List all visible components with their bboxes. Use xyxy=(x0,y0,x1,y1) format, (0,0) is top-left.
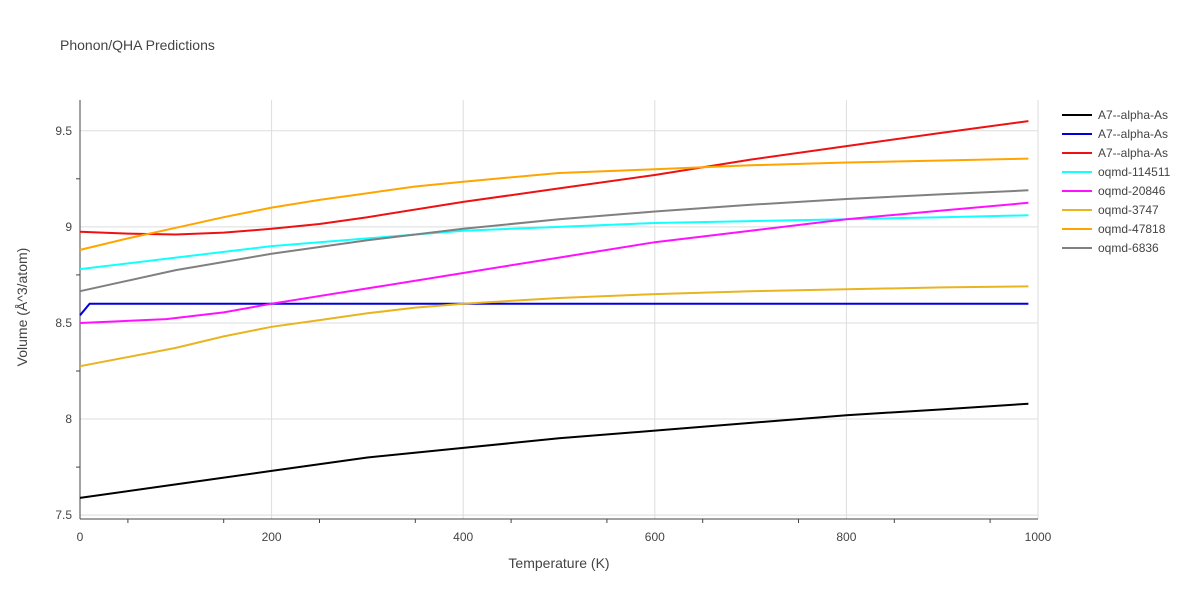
legend[interactable]: A7--alpha-As A7--alpha-As A7--alpha-As oqmd… xyxy=(1062,108,1171,255)
x-tick-label: 800 xyxy=(836,530,856,544)
y-axis-title: Volume (Å^3/atom) xyxy=(14,248,30,367)
legend-item[interactable]: oqmd-3747 xyxy=(1062,203,1159,217)
x-axis-title: Temperature (K) xyxy=(508,555,609,571)
legend-label: oqmd-20846 xyxy=(1098,184,1166,198)
legend-label: oqmd-6836 xyxy=(1098,241,1159,255)
y-tick-label: 9.5 xyxy=(55,124,72,138)
legend-item[interactable]: oqmd-114511 xyxy=(1062,165,1171,179)
series-line-5 xyxy=(79,285,1029,368)
legend-label: oqmd-3747 xyxy=(1098,203,1159,217)
series-line-6 xyxy=(79,157,1029,251)
x-tick-label: 1000 xyxy=(1025,530,1052,544)
y-tick-label: 9 xyxy=(65,220,72,234)
x-tick-label: 400 xyxy=(453,530,473,544)
legend-item[interactable]: oqmd-47818 xyxy=(1062,222,1166,236)
legend-item[interactable]: A7--alpha-As xyxy=(1062,108,1168,122)
legend-label: A7--alpha-As xyxy=(1098,127,1168,141)
series-line-7 xyxy=(79,189,1029,293)
legend-label: oqmd-114511 xyxy=(1098,165,1171,179)
legend-item[interactable]: A7--alpha-As xyxy=(1062,127,1168,141)
series-line-4 xyxy=(79,201,1029,324)
series-line-1 xyxy=(79,302,1029,316)
legend-label: A7--alpha-As xyxy=(1098,108,1168,122)
series-line-0 xyxy=(79,402,1029,499)
x-tick-label: 0 xyxy=(77,530,84,544)
chart-title: Phonon/QHA Predictions xyxy=(60,37,215,53)
series-line-2 xyxy=(79,120,1029,236)
x-tick-label: 600 xyxy=(645,530,665,544)
legend-label: A7--alpha-As xyxy=(1098,146,1168,160)
legend-label: oqmd-47818 xyxy=(1098,222,1166,236)
series-lines xyxy=(79,120,1029,499)
series-line-3 xyxy=(79,214,1029,271)
x-tick-label: 200 xyxy=(262,530,282,544)
legend-item[interactable]: oqmd-6836 xyxy=(1062,241,1159,255)
grid xyxy=(80,100,1039,519)
y-tick-label: 8.5 xyxy=(55,316,72,330)
axes: 0 200 400 600 800 1000 7.5 8 8.5 9 9.5 xyxy=(55,100,1052,544)
legend-item[interactable]: oqmd-20846 xyxy=(1062,184,1166,198)
y-tick-label: 7.5 xyxy=(55,508,72,522)
y-tick-label: 8 xyxy=(65,412,72,426)
legend-item[interactable]: A7--alpha-As xyxy=(1062,146,1168,160)
